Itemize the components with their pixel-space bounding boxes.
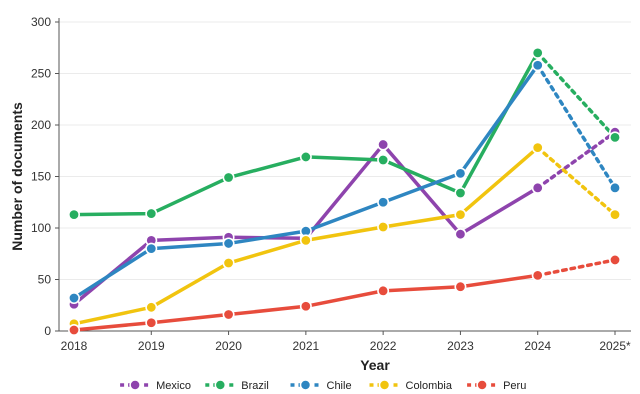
data-point-colombia (377, 220, 390, 233)
data-point-peru (608, 253, 621, 266)
legend-item-mexico: Mexico (120, 379, 191, 392)
data-point-brazil (531, 46, 544, 59)
legend-item-colombia: Colombia (369, 379, 453, 392)
data-point-peru (454, 280, 467, 293)
legend-swatch-marker (378, 379, 391, 391)
legend-label: Peru (503, 380, 526, 392)
data-point-peru (377, 284, 390, 297)
y-tick-label: 0 (44, 324, 51, 338)
legend-label: Mexico (156, 380, 191, 392)
data-point-chile (454, 167, 467, 180)
data-point-colombia (222, 257, 235, 270)
y-tick-label: 300 (31, 15, 51, 29)
series-projection-colombia (535, 145, 617, 217)
data-point-peru (299, 300, 312, 313)
data-point-mexico (377, 138, 390, 151)
data-point-colombia (454, 208, 467, 221)
series-projection-brazil (535, 51, 617, 140)
data-point-peru (68, 323, 81, 336)
x-tick-label: 2019 (138, 339, 165, 353)
data-point-chile (68, 292, 81, 305)
x-tick-label: 2021 (293, 339, 320, 353)
legend-label: Brazil (241, 380, 269, 392)
y-tick-label: 200 (31, 118, 51, 132)
marker-layer (68, 46, 621, 336)
data-point-brazil (608, 131, 621, 144)
y-tick-label: 250 (31, 67, 51, 81)
data-point-brazil (68, 208, 81, 221)
data-point-mexico (454, 228, 467, 241)
x-tick-label: 2025* (599, 339, 631, 353)
data-point-chile (531, 59, 544, 72)
data-point-brazil (454, 186, 467, 199)
legend-swatch-marker (214, 379, 227, 391)
legend: Mexico Brazil Chile Colombia Peru (120, 379, 526, 392)
y-tick-label: 100 (31, 221, 51, 235)
axis-layer: 0 50 100 150 200 250 300 2018 2019 2020 2021 2022 20… (31, 15, 631, 353)
legend-label: Chile (327, 380, 352, 392)
legend-item-peru: Peru (467, 379, 526, 392)
data-point-chile (377, 196, 390, 209)
y-axis-title: Number of documents (9, 102, 25, 251)
series-projection-mexico (535, 130, 617, 190)
series-projection-peru (535, 258, 617, 278)
series-line-brazil (72, 51, 540, 217)
legend-swatch-marker (129, 379, 141, 391)
x-axis-title: Year (360, 357, 390, 373)
legend-label: Colombia (406, 380, 453, 392)
data-point-brazil (222, 171, 235, 184)
data-point-peru (531, 269, 544, 282)
data-point-colombia (299, 234, 312, 247)
data-point-brazil (145, 207, 158, 220)
data-point-colombia (145, 301, 158, 314)
data-point-chile (222, 237, 235, 250)
legend-item-chile: Chile (290, 379, 352, 392)
series-line-mexico (72, 142, 540, 306)
data-point-brazil (299, 150, 312, 163)
data-point-colombia (531, 141, 544, 154)
data-point-chile (145, 242, 158, 255)
x-tick-label: 2022 (370, 339, 397, 353)
y-tick-label: 50 (38, 273, 52, 287)
x-tick-label: 2023 (447, 339, 474, 353)
x-tick-label: 2020 (215, 339, 242, 353)
data-point-brazil (377, 154, 390, 167)
x-tick-label: 2018 (61, 339, 88, 353)
y-tick-label: 150 (31, 170, 51, 184)
data-point-chile (608, 181, 621, 194)
series-projection-chile (535, 63, 617, 190)
data-point-peru (222, 308, 235, 321)
legend-item-brazil: Brazil (205, 379, 269, 392)
data-point-mexico (531, 181, 544, 194)
data-point-colombia (608, 208, 621, 221)
data-point-peru (145, 316, 158, 329)
legend-swatch-marker (476, 379, 488, 391)
legend-swatch-marker (299, 379, 312, 391)
x-tick-label: 2024 (524, 339, 551, 353)
